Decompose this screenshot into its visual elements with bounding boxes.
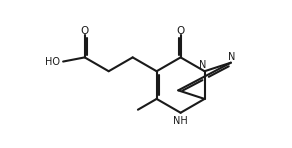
Text: N: N <box>199 60 206 70</box>
Text: NH: NH <box>173 116 188 126</box>
Text: O: O <box>176 26 185 36</box>
Text: N: N <box>228 52 235 62</box>
Text: O: O <box>81 26 89 36</box>
Text: HO: HO <box>45 57 60 67</box>
